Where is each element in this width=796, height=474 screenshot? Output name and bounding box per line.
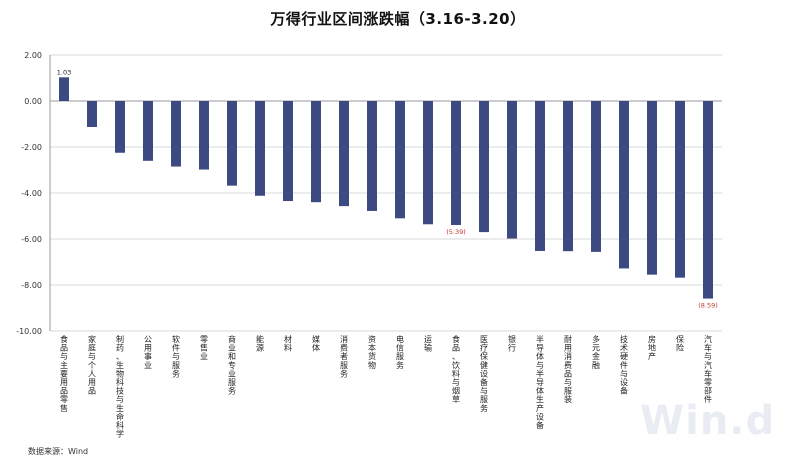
- category-label: 能源: [256, 334, 264, 353]
- bar: [87, 101, 97, 127]
- y-tick-label: 2.00: [24, 51, 42, 60]
- bar: [115, 101, 125, 153]
- bar: [143, 101, 153, 161]
- category-label: 零售业: [200, 335, 208, 361]
- bar: [619, 101, 629, 269]
- category-label: 耐用消费品与服装: [564, 334, 572, 404]
- category-label: 运输: [424, 335, 432, 353]
- bar: [171, 101, 181, 167]
- category-label: 银行: [508, 334, 516, 353]
- y-tick-label: -10.00: [16, 327, 42, 336]
- bars: [59, 77, 713, 299]
- bar: [507, 101, 517, 239]
- y-tick-label: 0.00: [24, 97, 42, 106]
- bar: [563, 101, 573, 252]
- data-label: 1.03: [57, 68, 71, 76]
- bar: [311, 101, 321, 203]
- category-label: 半导体与半导体生产设备: [536, 334, 544, 430]
- y-tick-label: -6.00: [21, 235, 42, 244]
- bar: [367, 101, 377, 211]
- bar: [59, 77, 69, 101]
- gridlines: [50, 54, 722, 332]
- category-label: 消费者服务: [340, 334, 348, 378]
- category-label: 软件与服务: [172, 334, 180, 378]
- bar: [199, 101, 209, 170]
- bar: [283, 101, 293, 202]
- data-label: (8.59): [698, 302, 718, 310]
- bar: [395, 101, 405, 219]
- chart-title: 万得行业区间涨跌幅（3.16-3.20）: [270, 10, 526, 28]
- bar: [423, 101, 433, 225]
- y-tick-label: -4.00: [21, 189, 42, 198]
- bar: [647, 101, 657, 275]
- category-label: 食品、饮料与烟草: [452, 334, 460, 404]
- bar: [479, 101, 489, 233]
- wind-watermark: Win.d: [640, 398, 776, 444]
- category-label: 保险: [676, 334, 684, 353]
- category-label: 多元金融: [592, 334, 600, 370]
- bar: [227, 101, 237, 186]
- category-label: 汽车与汽车零部件: [704, 334, 712, 404]
- category-label: 公用事业: [144, 335, 152, 370]
- category-label: 家庭与个人用品: [88, 334, 96, 396]
- category-label: 制药、生物科技与生命科学: [116, 334, 124, 439]
- y-axis: 2.00 0.00 -2.00 -4.00 -6.00 -8.00 -10.00: [16, 51, 51, 336]
- bar: [255, 101, 265, 196]
- data-label: (5.39): [446, 228, 466, 236]
- bar: [703, 101, 713, 299]
- bar: [675, 101, 685, 278]
- bar: [451, 101, 461, 225]
- bar: [535, 101, 545, 251]
- data-source-note: 数据来源：Wind: [28, 447, 89, 456]
- category-label: 技术硬件与设备: [620, 334, 628, 396]
- bar: [591, 101, 601, 252]
- y-tick-label: -8.00: [21, 281, 42, 290]
- category-label: 房地产: [648, 334, 656, 361]
- category-labels: 食品与主要用品零售 家庭与个人用品 制药、生物科技与生命科学 公用事业 软件与服务 零售业…: [60, 334, 712, 439]
- category-label: 商业和专业服务: [228, 334, 236, 396]
- category-label: 医疗保健设备与服务: [480, 335, 488, 413]
- category-label: 电信服务: [396, 334, 404, 370]
- category-label: 材料: [284, 334, 292, 353]
- y-tick-label: -2.00: [21, 143, 42, 152]
- category-label: 食品与主要用品零售: [60, 334, 68, 413]
- bar: [339, 101, 349, 207]
- category-label: 资本货物: [368, 334, 376, 370]
- data-labels: 1.03 (5.39) (8.59): [57, 68, 718, 309]
- category-label: 媒体: [312, 335, 320, 353]
